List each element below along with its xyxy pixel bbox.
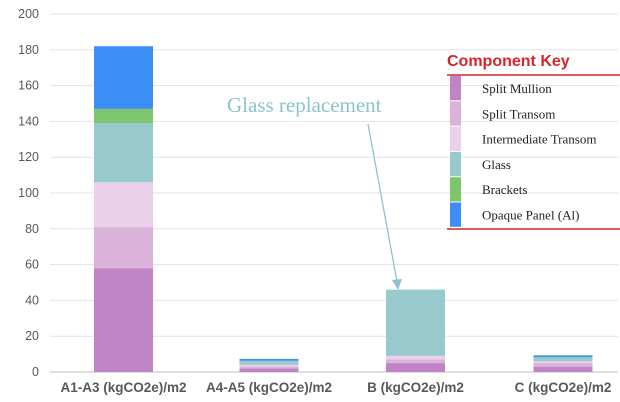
bar-segment-split-transom [386, 359, 445, 364]
bar-segment-split-transom [94, 227, 153, 269]
x-category-label: A1-A3 (kgCO2e)/m2 [60, 380, 186, 395]
y-tick-label: 100 [18, 186, 39, 200]
x-category-label: A4-A5 (kgCO2e)/m2 [206, 380, 332, 395]
bar-segment-glass [94, 123, 153, 183]
y-tick-label: 60 [25, 258, 39, 272]
bar-segment-split-mullion [386, 363, 445, 372]
legend-swatch [450, 151, 461, 177]
bar-segment-split-mullion [239, 368, 299, 372]
bar-segment-glass [533, 357, 593, 362]
x-category-label: B (kgCO2e)/m2 [367, 380, 464, 395]
bar-segment-intermediate-transom [239, 364, 299, 367]
y-tick-label: 0 [32, 365, 39, 379]
annotation-arrowhead [392, 279, 402, 290]
bar-segment-glass [386, 289, 445, 356]
x-axis-categories: A1-A3 (kgCO2e)/m2 A4-A5 (kgCO2e)/m2 B (kgC… [60, 380, 611, 395]
legend-swatch [450, 202, 461, 227]
bar-segment-brackets [239, 360, 299, 362]
legend-swatch [450, 101, 461, 126]
bar-segment-split-transom [239, 366, 299, 369]
bar-segment-brackets [533, 357, 593, 358]
y-tick-label: 160 [18, 79, 39, 93]
bars [94, 46, 593, 372]
y-tick-label: 40 [25, 293, 39, 307]
y-tick-label: 80 [25, 222, 39, 236]
x-category-label: C (kgCO2e)/m2 [515, 380, 612, 395]
y-tick-label: 140 [18, 114, 39, 128]
legend-title: Component Key [447, 53, 570, 70]
legend-label: Opaque Panel (Al) [482, 208, 579, 223]
legend-label: Glass [482, 157, 511, 172]
annotation-arrow-line [367, 123, 399, 288]
y-tick-label: 200 [18, 7, 39, 21]
bar-segment-intermediate-transom [94, 182, 153, 228]
bar-segment-opaque-panel-al [94, 46, 153, 109]
bar-segment-opaque-panel-al [533, 355, 593, 358]
bar-segment-intermediate-transom [386, 355, 445, 360]
legend-label: Intermediate Transom [482, 132, 596, 147]
y-tick-label: 120 [18, 150, 39, 164]
bar-segment-opaque-panel-al [239, 358, 299, 361]
y-tick-label: 20 [25, 329, 39, 343]
annotation: Glass replacement [227, 93, 402, 290]
legend-label: Brackets [482, 182, 527, 197]
legend-swatch [450, 126, 461, 151]
legend-label: Split Transom [482, 106, 555, 121]
y-axis-ticks: 0 20 40 60 80 100 120 140 160 180 200 [18, 7, 39, 379]
bar-segment-split-mullion [533, 366, 593, 372]
legend-swatch [450, 76, 461, 101]
annotation-label: Glass replacement [227, 93, 382, 117]
bar-segment-brackets [94, 108, 153, 124]
legend: Component Key Split Mullion Split Transom… [447, 53, 620, 230]
y-tick-label: 180 [18, 43, 39, 57]
legend-swatch [450, 177, 461, 202]
bar-segment-glass [239, 361, 299, 365]
bar-segment-split-transom [533, 363, 593, 367]
bar-segment-intermediate-transom [533, 361, 593, 364]
bar-segment-split-mullion [94, 268, 153, 372]
legend-label: Split Mullion [482, 81, 552, 96]
